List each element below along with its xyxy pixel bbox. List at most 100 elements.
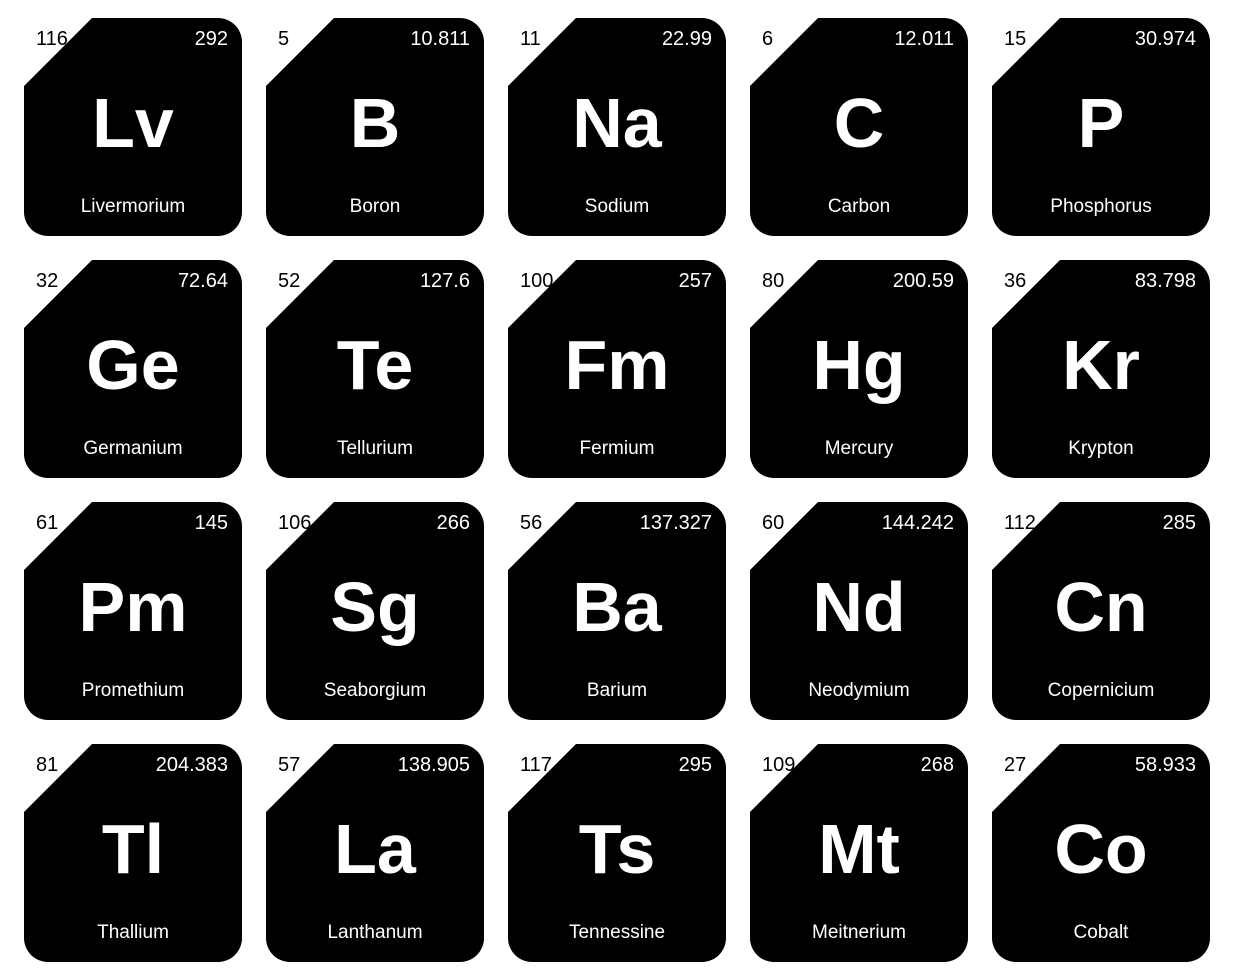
atomic-mass: 257 (679, 270, 712, 293)
atomic-number: 60 (762, 512, 784, 535)
atomic-number: 117 (520, 754, 552, 777)
element-grid: 116 292 Lv Livermorium 5 10.811 B Boron … (24, 18, 1210, 962)
element-tile: 32 72.64 Ge Germanium (24, 260, 242, 478)
atomic-mass: 83.798 (1135, 270, 1196, 293)
element-symbol: C (750, 88, 968, 158)
atomic-mass: 72.64 (178, 270, 228, 293)
element-symbol: Na (508, 88, 726, 158)
atomic-number: 5 (278, 28, 289, 51)
element-name: Thallium (24, 922, 242, 944)
element-tile: 11 22.99 Na Sodium (508, 18, 726, 236)
element-tile: 52 127.6 Te Tellurium (266, 260, 484, 478)
element-symbol: Te (266, 330, 484, 400)
atomic-number: 81 (36, 754, 58, 777)
element-name: Tennessine (508, 922, 726, 944)
atomic-mass: 10.811 (410, 28, 470, 51)
atomic-number: 36 (1004, 270, 1026, 293)
element-tile: 80 200.59 Hg Mercury (750, 260, 968, 478)
atomic-mass: 145 (195, 512, 228, 535)
element-symbol: B (266, 88, 484, 158)
element-symbol: Co (992, 814, 1210, 884)
atomic-mass: 295 (679, 754, 712, 777)
atomic-mass: 204.383 (156, 754, 228, 777)
atomic-number: 57 (278, 754, 300, 777)
element-tile: 112 285 Cn Copernicium (992, 502, 1210, 720)
atomic-number: 109 (762, 754, 795, 777)
atomic-mass: 138.905 (398, 754, 470, 777)
element-tile: 15 30.974 P Phosphorus (992, 18, 1210, 236)
element-symbol: Ge (24, 330, 242, 400)
atomic-number: 52 (278, 270, 300, 293)
element-tile: 117 295 Ts Tennessine (508, 744, 726, 962)
element-name: Lanthanum (266, 922, 484, 944)
element-symbol: La (266, 814, 484, 884)
element-tile: 61 145 Pm Promethium (24, 502, 242, 720)
element-symbol: Nd (750, 572, 968, 642)
element-name: Barium (508, 680, 726, 702)
element-symbol: Ba (508, 572, 726, 642)
element-name: Sodium (508, 196, 726, 218)
element-symbol: Sg (266, 572, 484, 642)
atomic-mass: 12.011 (894, 28, 954, 51)
atomic-number: 112 (1004, 512, 1036, 535)
element-tile: 60 144.242 Nd Neodymium (750, 502, 968, 720)
atomic-number: 56 (520, 512, 542, 535)
element-name: Livermorium (24, 196, 242, 218)
atomic-number: 100 (520, 270, 553, 293)
element-name: Germanium (24, 438, 242, 460)
element-symbol: Tl (24, 814, 242, 884)
atomic-mass: 127.6 (420, 270, 470, 293)
element-symbol: Ts (508, 814, 726, 884)
element-name: Fermium (508, 438, 726, 460)
element-symbol: Mt (750, 814, 968, 884)
atomic-number: 15 (1004, 28, 1026, 51)
element-name: Seaborgium (266, 680, 484, 702)
atomic-number: 27 (1004, 754, 1026, 777)
atomic-mass: 268 (921, 754, 954, 777)
atomic-mass: 292 (195, 28, 228, 51)
atomic-mass: 144.242 (882, 512, 954, 535)
element-tile: 57 138.905 La Lanthanum (266, 744, 484, 962)
atomic-number: 6 (762, 28, 773, 51)
element-name: Promethium (24, 680, 242, 702)
element-symbol: Pm (24, 572, 242, 642)
atomic-number: 11 (520, 28, 541, 51)
atomic-mass: 266 (437, 512, 470, 535)
element-name: Copernicium (992, 680, 1210, 702)
element-tile: 81 204.383 Tl Thallium (24, 744, 242, 962)
element-tile: 56 137.327 Ba Barium (508, 502, 726, 720)
element-tile: 106 266 Sg Seaborgium (266, 502, 484, 720)
atomic-mass: 200.59 (893, 270, 954, 293)
element-name: Krypton (992, 438, 1210, 460)
atomic-number: 32 (36, 270, 58, 293)
atomic-number: 116 (36, 28, 68, 51)
atomic-mass: 30.974 (1135, 28, 1196, 51)
element-tile: 27 58.933 Co Cobalt (992, 744, 1210, 962)
element-tile: 100 257 Fm Fermium (508, 260, 726, 478)
element-symbol: Hg (750, 330, 968, 400)
element-tile: 109 268 Mt Meitnerium (750, 744, 968, 962)
element-name: Boron (266, 196, 484, 218)
element-tile: 116 292 Lv Livermorium (24, 18, 242, 236)
atomic-number: 80 (762, 270, 784, 293)
element-tile: 36 83.798 Kr Krypton (992, 260, 1210, 478)
element-name: Mercury (750, 438, 968, 460)
element-tile: 5 10.811 B Boron (266, 18, 484, 236)
element-symbol: Fm (508, 330, 726, 400)
element-name: Cobalt (992, 922, 1210, 944)
element-tile: 6 12.011 C Carbon (750, 18, 968, 236)
atomic-mass: 22.99 (662, 28, 712, 51)
atomic-number: 61 (36, 512, 58, 535)
element-name: Phosphorus (992, 196, 1210, 218)
atomic-mass: 285 (1163, 512, 1196, 535)
element-symbol: P (992, 88, 1210, 158)
element-symbol: Kr (992, 330, 1210, 400)
element-symbol: Cn (992, 572, 1210, 642)
atomic-mass: 58.933 (1135, 754, 1196, 777)
element-symbol: Lv (24, 88, 242, 158)
element-name: Meitnerium (750, 922, 968, 944)
element-name: Tellurium (266, 438, 484, 460)
element-name: Neodymium (750, 680, 968, 702)
atomic-mass: 137.327 (640, 512, 712, 535)
element-name: Carbon (750, 196, 968, 218)
